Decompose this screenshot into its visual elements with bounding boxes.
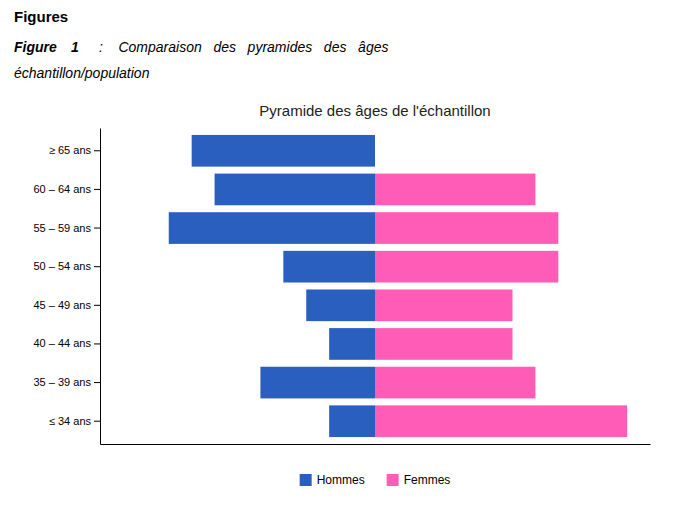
legend: Hommes Femmes [300, 473, 451, 487]
bar [375, 212, 558, 244]
legend-label: Femmes [404, 473, 451, 487]
y-axis-line [100, 129, 101, 445]
annotation: 1 [71, 39, 79, 55]
y-tick-mark [94, 305, 100, 306]
chart: Figures Figure 1 : Comparaison des pyramide… [0, 0, 680, 519]
bar [192, 135, 375, 167]
title: Pyramide des âges de l'échantillon [259, 102, 490, 119]
y-tick-label: 60 – 64 ans [34, 183, 92, 195]
y-tick-mark [94, 421, 100, 422]
legend-item: Hommes [300, 473, 365, 487]
annotation: échantillon/population [14, 65, 150, 81]
legend-swatch [300, 474, 312, 486]
y-tick: ≥ 65 ans [49, 144, 100, 156]
y-tick-mark [94, 382, 100, 383]
bar [283, 251, 375, 283]
y-tick: 50 – 54 ans [34, 260, 101, 272]
y-tick: 60 – 64 ans [34, 183, 101, 195]
bar [375, 251, 558, 283]
bar [375, 174, 535, 206]
y-tick-mark [94, 343, 100, 344]
y-tick-label: 45 – 49 ans [34, 299, 92, 311]
y-tick: 55 – 59 ans [34, 222, 101, 234]
y-tick-mark [94, 266, 100, 267]
y-tick-label: ≤ 34 ans [49, 415, 92, 427]
y-tick-label: 55 – 59 ans [34, 222, 92, 234]
y-tick-label: ≥ 65 ans [49, 144, 92, 156]
annotation: Figures [14, 8, 68, 25]
annotation: : Comparaison des pyramides des âges [99, 39, 388, 55]
y-axis: ≤ 34 ans 35 – 39 ans 40 – 44 ans 45 – 49 an… [34, 129, 101, 445]
bar [375, 289, 513, 321]
y-tick-mark [94, 150, 100, 151]
bars [169, 135, 627, 437]
x-axis [101, 444, 651, 445]
bar [260, 367, 375, 399]
x-axis-line [101, 444, 651, 445]
y-tick-mark [94, 228, 100, 229]
y-tick: 35 – 39 ans [34, 376, 101, 388]
bar [306, 289, 375, 321]
plot: ≤ 34 ans 35 – 39 ans 40 – 44 ans 45 – 49 an… [34, 129, 651, 445]
y-tick-mark [94, 189, 100, 190]
legend-label: Hommes [317, 473, 365, 487]
bar [375, 405, 627, 437]
y-tick: ≤ 34 ans [49, 415, 100, 427]
y-tick-label: 35 – 39 ans [34, 376, 92, 388]
bar [329, 328, 375, 360]
legend-item: Femmes [387, 473, 451, 487]
series [375, 174, 627, 437]
y-tick-label: 50 – 54 ans [34, 260, 92, 272]
bar [375, 135, 376, 167]
bar [169, 212, 375, 244]
bar [375, 367, 535, 399]
bar [375, 328, 513, 360]
y-tick: 40 – 44 ans [34, 337, 101, 349]
y-tick: 45 – 49 ans [34, 299, 101, 311]
bar [215, 174, 375, 206]
annotation: Figure [14, 39, 57, 55]
legend-swatch [387, 474, 399, 486]
y-tick-label: 40 – 44 ans [34, 337, 92, 349]
series [169, 135, 375, 437]
bar [329, 405, 375, 437]
